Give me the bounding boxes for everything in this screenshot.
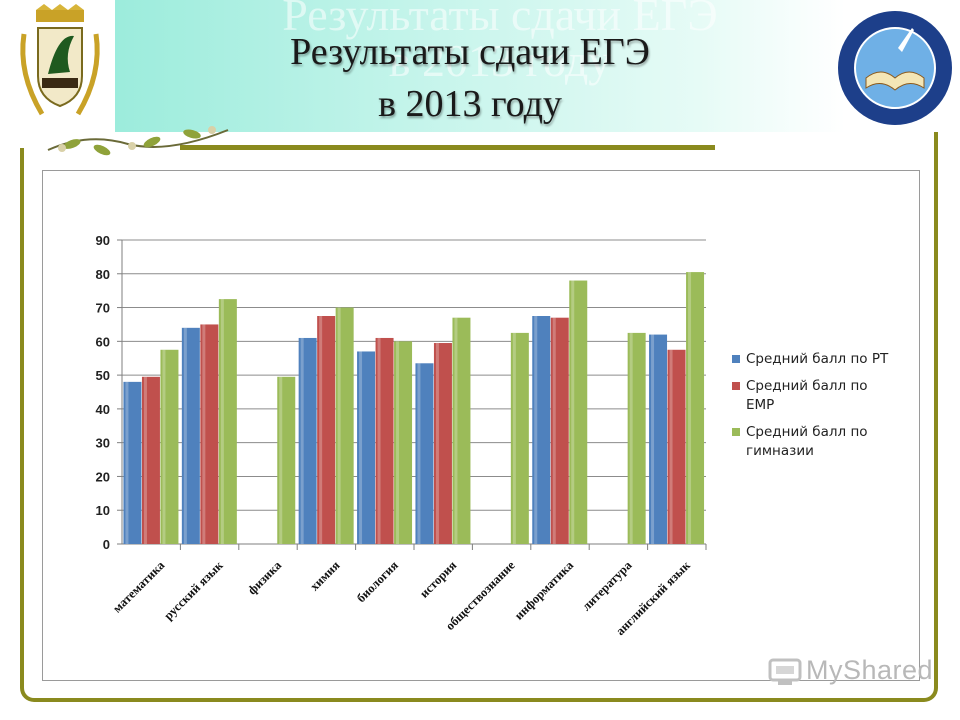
gymnasium-logo-icon [838, 11, 952, 125]
bar [569, 280, 588, 544]
bar [550, 317, 569, 544]
bar [218, 299, 237, 544]
bar [433, 343, 452, 544]
legend-label-rt: Средний балл по РТ [746, 351, 889, 367]
y-tick-label: 20 [96, 469, 110, 484]
y-tick-label: 10 [96, 503, 110, 518]
bar-highlight [220, 299, 224, 544]
bar-highlight [629, 332, 633, 544]
x-tick-label: литература [579, 558, 635, 614]
x-tick-label: химия [307, 558, 342, 593]
watermark-text: MyShared [806, 655, 934, 685]
bar-highlight [300, 337, 304, 544]
bar [277, 376, 296, 544]
y-tick-label: 60 [96, 334, 110, 349]
bar-highlight [669, 349, 673, 544]
bar [686, 272, 705, 544]
title-line-2: в 2013 году [378, 83, 562, 125]
slide-title: Результаты сдачи ЕГЭ в 2013 году [200, 26, 740, 130]
bar [357, 351, 376, 544]
bar [649, 334, 668, 544]
bar [667, 349, 686, 544]
bar-highlight [534, 316, 538, 544]
floral-ornament-icon [47, 126, 229, 156]
bar-highlight [454, 317, 458, 544]
bar [141, 376, 160, 544]
title-banner [115, 0, 845, 132]
y-tick-label: 0 [103, 537, 110, 552]
slide-frame [20, 132, 938, 702]
bar [394, 341, 413, 544]
bar [298, 337, 317, 544]
bar-highlight [279, 376, 283, 544]
myshared-logo-icon [768, 658, 802, 685]
decorative-rule [180, 145, 715, 150]
x-tick-label: информатика [512, 558, 577, 623]
bar-highlight [571, 280, 575, 544]
bar-highlight [143, 376, 147, 544]
bar [415, 363, 434, 544]
bar [160, 349, 179, 544]
bar-highlight [337, 307, 341, 544]
bar-highlight [512, 332, 516, 544]
bar-highlight [183, 327, 187, 544]
legend-label-gym: Средний балл по гимназии [746, 424, 868, 459]
city-coat-of-arms-icon [20, 4, 100, 116]
bar [375, 337, 394, 544]
bar [181, 327, 200, 544]
title-line-1: Результаты сдачи ЕГЭ [290, 31, 650, 73]
legend-item-rt: Средний балл по РТ [732, 350, 912, 369]
bar [452, 317, 471, 544]
bar-highlight [377, 337, 381, 544]
bar [627, 332, 646, 544]
legend-swatch-gym [732, 428, 740, 436]
bar [123, 381, 142, 544]
y-tick-label: 40 [96, 402, 110, 417]
frame-gap [20, 128, 50, 148]
bar [510, 332, 529, 544]
bar [335, 307, 354, 544]
title-reflection: Результаты сдачи ЕГЭ в 2013 году [282, 0, 718, 86]
y-tick-label: 50 [96, 368, 110, 383]
legend-swatch-emr [732, 382, 740, 390]
bar-highlight [396, 341, 400, 544]
legend-swatch-rt [732, 355, 740, 363]
bar-highlight [435, 343, 439, 544]
bar-highlight [552, 317, 556, 544]
x-tick-label: физика [245, 558, 285, 598]
bar-highlight [202, 324, 206, 544]
bar-highlight [417, 363, 421, 544]
bar [532, 316, 551, 544]
y-tick-label: 90 [96, 233, 110, 248]
bar-highlight [651, 334, 655, 544]
y-tick-label: 80 [96, 267, 110, 282]
y-tick-label: 70 [96, 301, 110, 316]
y-tick-label: 30 [96, 436, 110, 451]
legend-label-emr: Средний балл по ЕМР [746, 378, 868, 413]
bar-highlight [688, 272, 692, 544]
bar [317, 316, 336, 544]
x-tick-label: история [417, 558, 460, 601]
legend-item-gym: Средний балл по гимназии [732, 423, 912, 461]
chart-legend: Средний балл по РТ Средний балл по ЕМР С… [732, 350, 912, 461]
legend-item-emr: Средний балл по ЕМР [732, 377, 912, 415]
x-tick-label: русский язык [161, 558, 226, 623]
bar-highlight [162, 349, 166, 544]
x-tick-label: биология [354, 558, 401, 605]
bar-highlight [125, 381, 129, 544]
x-tick-label: математика [110, 558, 168, 616]
bar-highlight [319, 316, 323, 544]
bar [200, 324, 219, 544]
bar-highlight [359, 351, 363, 544]
